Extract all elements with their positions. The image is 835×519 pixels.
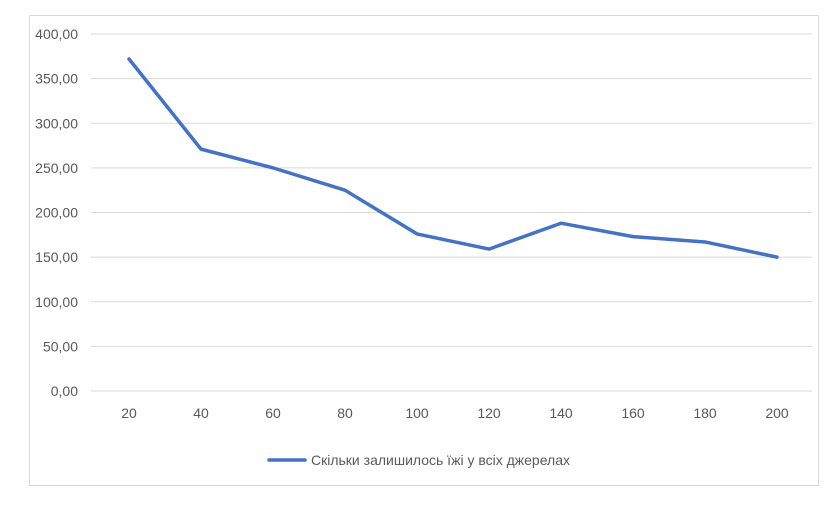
data-point	[703, 240, 707, 244]
y-axis-labels: 0,00 50,00 100,00 150,00 200,00 250,00 300,00 3…	[35, 26, 78, 399]
data-point	[271, 166, 275, 170]
y-tick-label: 300,00	[35, 115, 78, 131]
data-point	[559, 221, 563, 225]
y-tick-label: 200,00	[35, 205, 78, 221]
legend-label: Скільки залишилось їжі у всіх джерелах	[311, 452, 570, 468]
x-tick-label: 200	[765, 405, 789, 421]
y-tick-label: 350,00	[35, 71, 78, 87]
y-tick-label: 50,00	[43, 338, 78, 354]
data-point	[631, 235, 635, 239]
x-tick-label: 180	[693, 405, 717, 421]
series-line	[127, 57, 779, 259]
data-point	[415, 232, 419, 236]
data-point	[775, 255, 779, 259]
x-axis-labels: 20 40 60 80 100 120 140 160 180 200	[121, 405, 789, 421]
data-point	[199, 147, 203, 151]
chart-area	[29, 15, 819, 486]
x-tick-label: 20	[121, 405, 137, 421]
data-point	[343, 188, 347, 192]
x-tick-label: 60	[265, 405, 281, 421]
y-tick-label: 0,00	[51, 383, 78, 399]
x-tick-label: 40	[193, 405, 209, 421]
legend: Скільки залишилось їжі у всіх джерелах	[267, 452, 570, 468]
x-tick-label: 120	[477, 405, 501, 421]
x-tick-label: 140	[549, 405, 573, 421]
y-tick-label: 150,00	[35, 249, 78, 265]
gridlines	[91, 33, 812, 392]
y-tick-label: 100,00	[35, 294, 78, 310]
y-tick-label: 400,00	[35, 26, 78, 42]
data-point	[487, 247, 491, 251]
y-tick-label: 250,00	[35, 160, 78, 176]
data-point	[127, 57, 131, 61]
x-tick-label: 80	[337, 405, 353, 421]
x-tick-label: 160	[621, 405, 645, 421]
x-tick-label: 100	[405, 405, 429, 421]
series-group	[127, 57, 779, 259]
